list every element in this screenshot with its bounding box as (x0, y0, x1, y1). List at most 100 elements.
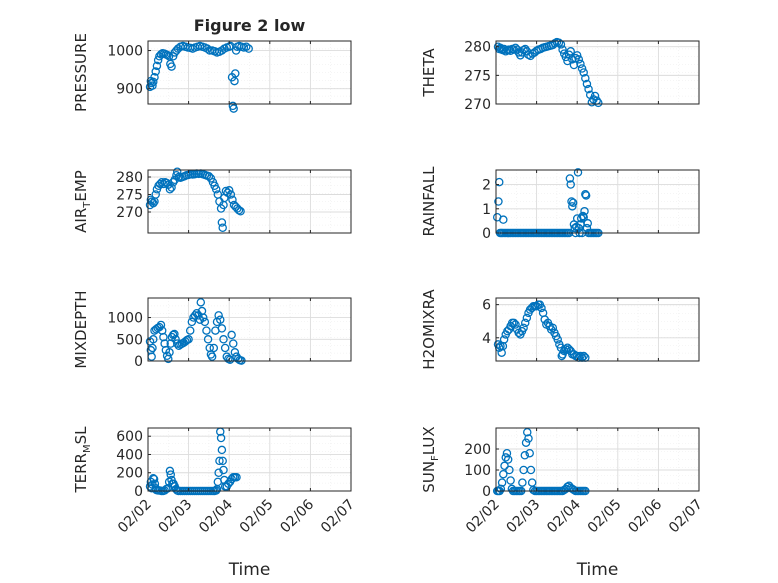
data-point (228, 195, 237, 204)
data-point (519, 323, 528, 333)
x-tick-label: 02/02 (463, 497, 503, 537)
data-point (553, 335, 562, 344)
axes-box (147, 427, 352, 492)
data-point (573, 168, 583, 177)
axes-box (147, 40, 352, 105)
data-point (581, 73, 590, 83)
data-point (236, 207, 245, 216)
data-point (165, 466, 175, 476)
data-point (499, 469, 508, 479)
y-axis-label-main: H2OMIXRA (420, 289, 438, 370)
data-point (526, 465, 536, 475)
data-point (203, 335, 213, 344)
y-axis-label-subscript: F (430, 455, 441, 461)
data-point (520, 451, 530, 460)
axes-box (147, 169, 352, 234)
panel-terrain: 0 200 400 600 02/02 02/03 02/04 02/05 02/06 02/07… (72, 426, 358, 537)
data-point (149, 473, 158, 483)
y-tick-label: 0 (482, 226, 491, 242)
data-point (234, 205, 244, 215)
data-point (220, 343, 230, 353)
data-point (196, 298, 206, 307)
data-point (579, 351, 588, 361)
x-axis-label: Time (576, 560, 619, 580)
y-tick-label: 200 (116, 466, 143, 482)
y-tick-label: 2 (482, 178, 491, 194)
axes-box (495, 297, 700, 362)
y-axis-label: THETA (420, 48, 438, 98)
data-point (230, 348, 240, 357)
data-point (229, 104, 238, 113)
axes-box (147, 297, 352, 362)
y-tick-label: 500 (116, 332, 143, 348)
data-point (218, 456, 227, 466)
data-point (518, 478, 527, 487)
y-axis-label: TERRMSL (72, 426, 93, 494)
data-point (167, 183, 176, 192)
x-tick-label: 02/02 (115, 497, 155, 537)
y-tick-label: 280 (116, 170, 143, 186)
y-axis-label-tail: EMP (72, 170, 90, 201)
y-axis-label-main: PRESSURE (72, 33, 90, 112)
data-point (149, 474, 159, 484)
y-axis-label-tail: LUX (420, 426, 438, 455)
data-point (145, 482, 155, 491)
data-point (501, 453, 510, 462)
data-point (150, 73, 159, 82)
data-point (590, 91, 600, 101)
data-point (165, 348, 174, 357)
data-point (148, 343, 157, 353)
y-axis-label-main: RAINFALL (420, 166, 438, 237)
data-point (509, 318, 519, 328)
data-point (500, 461, 509, 471)
data-point (505, 465, 514, 475)
axes-box (495, 40, 700, 105)
data-point (215, 456, 224, 466)
data-point (554, 38, 564, 47)
data-point (520, 318, 530, 328)
data-point (565, 174, 575, 183)
y-tick-label: 270 (116, 205, 143, 221)
y-tick-label: 6 (482, 298, 491, 314)
y-tick-label: 275 (464, 68, 491, 84)
data-point (227, 330, 236, 340)
data-point (574, 55, 584, 64)
data-point (568, 198, 578, 207)
x-tick-label: 02/04 (544, 496, 584, 536)
data-point (214, 468, 223, 477)
x-axis-label: Time (228, 560, 271, 580)
data-point (217, 324, 227, 333)
data-point (524, 434, 533, 443)
data-point (229, 339, 238, 348)
panel-rainfall: 0 1 2 RAINFALL (420, 166, 700, 242)
data-point (216, 433, 226, 443)
y-tick-label: 0 (134, 354, 143, 370)
x-tick-label: 02/04 (196, 496, 236, 536)
y-axis-label: RAINFALL (420, 166, 438, 237)
data-point (202, 326, 211, 335)
data-point (499, 335, 509, 344)
x-tick-label: 02/03 (504, 497, 544, 537)
y-tick-label: 600 (116, 429, 143, 445)
data-point (576, 59, 585, 69)
y-axis-label-main: AIR (72, 208, 90, 233)
x-tick-label: 02/06 (625, 496, 665, 536)
data-point (581, 191, 591, 200)
data-point (156, 320, 166, 330)
panel-h2omixra: 4 6 H2OMIXRA (420, 289, 700, 370)
data-point (211, 184, 221, 194)
data-point (578, 211, 588, 221)
data-point (184, 335, 193, 344)
data-point (511, 320, 520, 329)
data-point (244, 44, 253, 53)
data-point (192, 308, 201, 318)
data-point (207, 352, 217, 361)
data-point (224, 186, 234, 195)
panel-pressure: 900 1000 PRESSURE Figure 2 low (72, 16, 352, 113)
panel-theta: 270 275 280 THETA (420, 37, 700, 113)
data-point (187, 317, 197, 327)
data-point (163, 50, 172, 60)
data-point (217, 218, 227, 227)
